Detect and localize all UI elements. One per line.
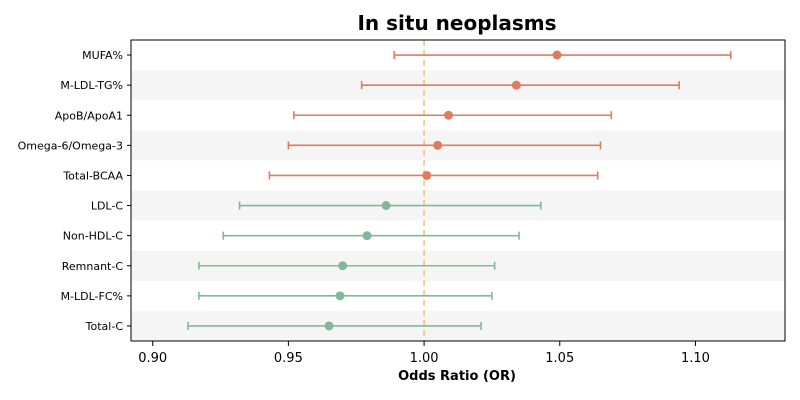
x-axis-label: Odds Ratio (OR) — [398, 369, 516, 384]
x-tick-label: 0.90 — [138, 351, 167, 366]
x-tick-label: 1.05 — [545, 351, 574, 366]
plot-frame — [130, 39, 786, 342]
or-point — [422, 170, 432, 180]
or-point — [552, 50, 562, 60]
y-tick-label: Remnant-C — [62, 260, 124, 273]
x-tick-label: 1.00 — [410, 351, 439, 366]
y-tick-label: Non-HDL-C — [63, 230, 124, 243]
or-point — [335, 291, 345, 301]
y-axis-labels: MUFA% M-LDL-TG% ApoB/ApoA1 Omega-6/Omega-3 T… — [18, 49, 131, 333]
y-tick-label: M-LDL-TG% — [60, 79, 123, 92]
y-tick-label: MUFA% — [82, 49, 123, 62]
y-tick-label: Total-BCAA — [62, 169, 123, 182]
y-tick-label: Total-C — [85, 320, 124, 333]
y-tick-label: ApoB/ApoA1 — [55, 109, 123, 122]
x-axis: 0.90 0.95 1.00 1.05 1.10 — [138, 341, 710, 366]
or-point — [444, 110, 454, 120]
or-point — [324, 321, 334, 331]
or-point — [433, 140, 443, 150]
y-tick-label: M-LDL-FC% — [61, 290, 123, 303]
y-tick-label: Omega-6/Omega-3 — [18, 139, 123, 152]
y-tick-label: LDL-C — [91, 200, 124, 213]
or-point — [338, 261, 348, 271]
data-marks — [187, 50, 732, 331]
or-point — [381, 201, 391, 211]
x-tick-label: 1.10 — [681, 351, 710, 366]
x-tick-label: 0.95 — [274, 351, 303, 366]
or-point — [362, 231, 372, 241]
chart-title: In situ neoplasms — [357, 11, 556, 35]
or-point — [511, 80, 521, 90]
